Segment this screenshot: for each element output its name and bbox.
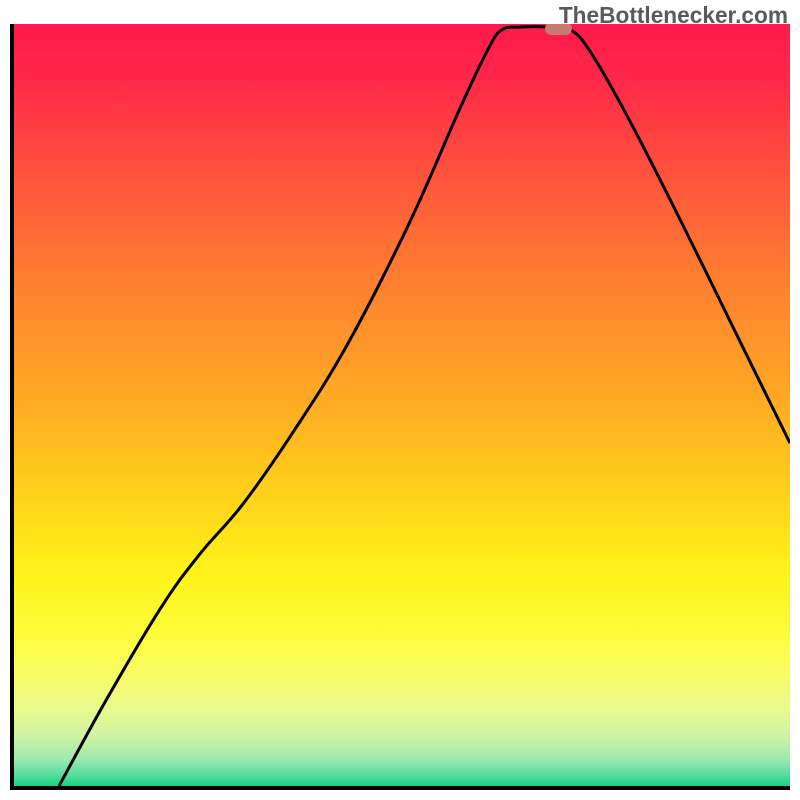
- optimal-point-marker: [545, 24, 572, 35]
- bottleneck-curve: [14, 24, 790, 786]
- plot-area: [10, 24, 790, 790]
- curve-path: [59, 27, 790, 786]
